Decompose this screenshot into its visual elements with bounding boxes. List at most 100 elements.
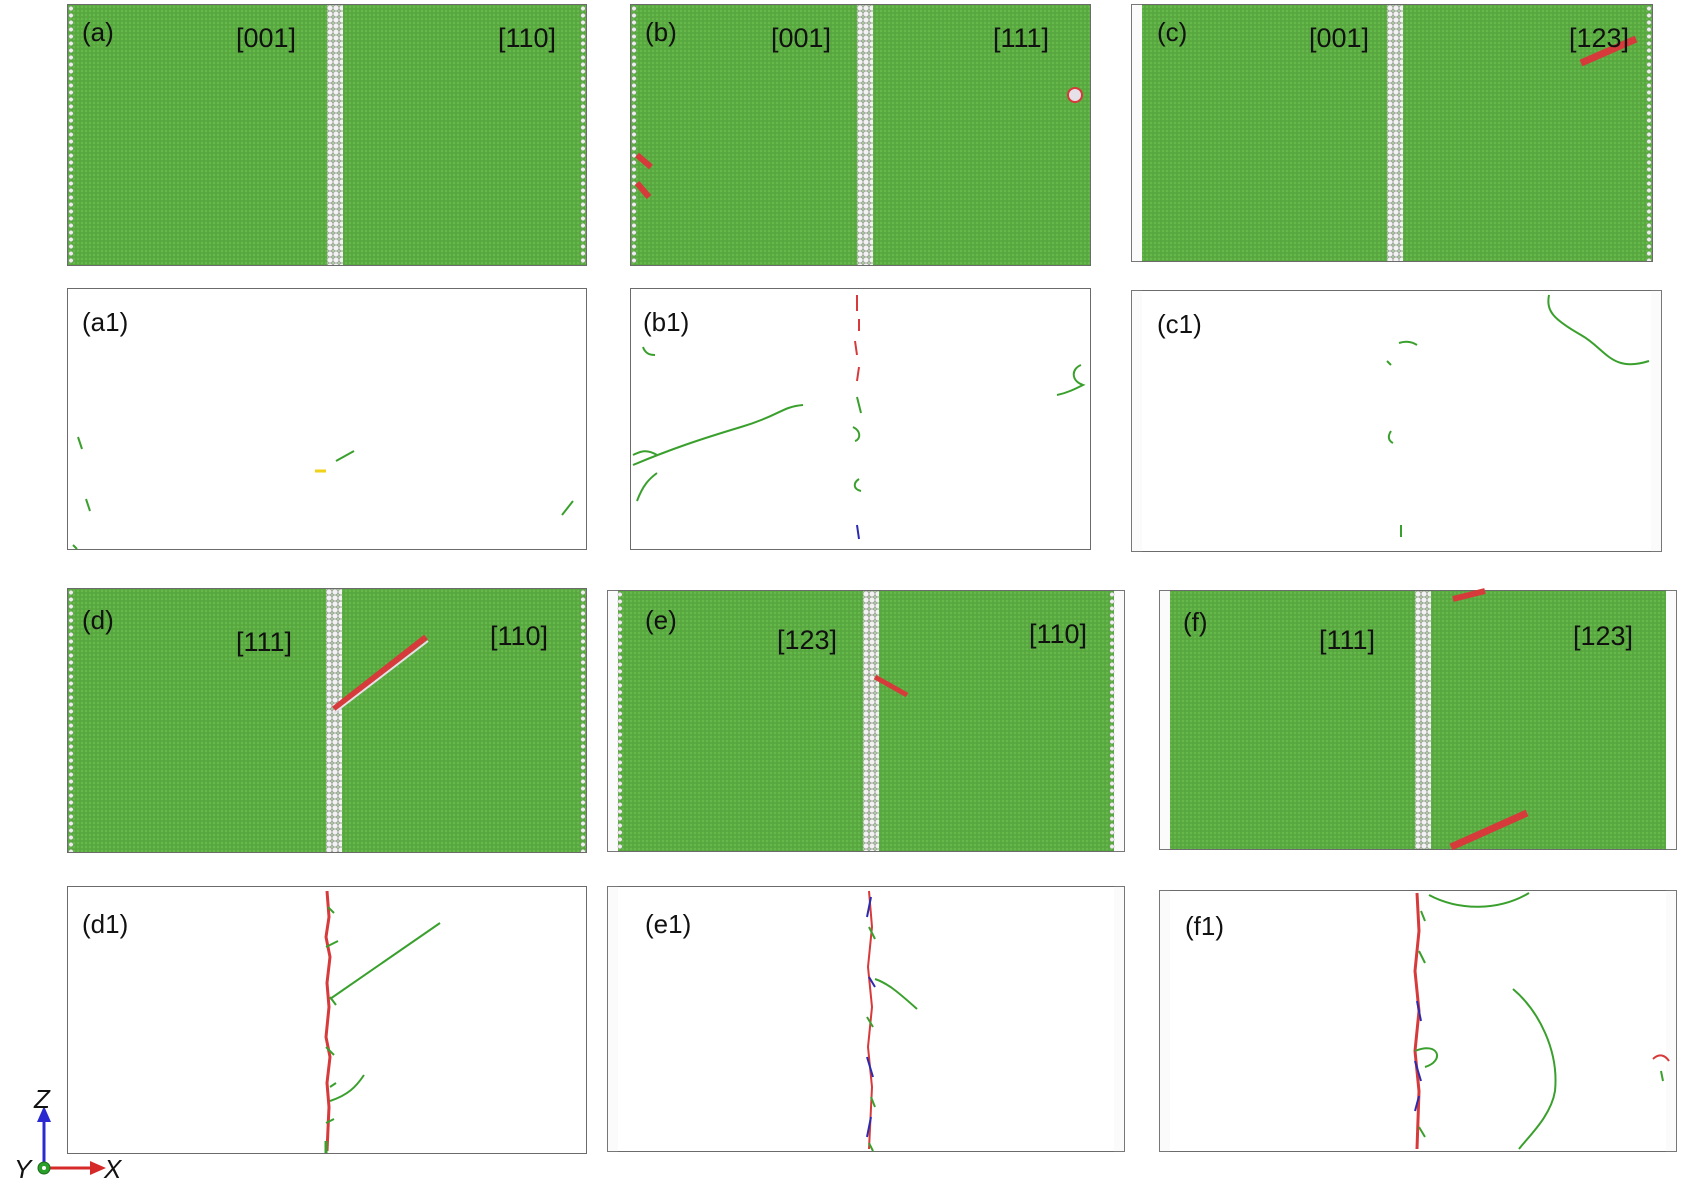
dislocation-line [561,500,574,516]
grain-boundary [327,5,343,265]
panel-f1: (f1) [1159,890,1677,1152]
axes-arrows [37,1106,106,1175]
box-edge-left [607,590,618,852]
x-axis-arrowhead [90,1161,106,1175]
box-edge-left [1131,290,1142,552]
dislocation-lines [1386,294,1650,537]
dislocation-lines [632,295,1086,540]
dislocation-line [636,472,658,502]
panel-label: (f1) [1185,911,1224,941]
x-axis-label: X [104,1154,122,1184]
dislocation-line [1512,988,1557,1150]
panel-f: (f) [111] [123] [1159,588,1677,851]
panel-a1: (a1) [67,288,587,550]
panel-label: (e1) [645,909,692,939]
dislocation-line [1414,1000,1422,1112]
panel-d: (d) [111] [110] [67,588,587,853]
panel-label: (a1) [82,307,129,337]
grain-boundary [1387,5,1403,261]
box-edge-right [1666,890,1677,1152]
left-grain-orientation: [111] [236,627,293,657]
dislocation-lines [72,436,574,550]
box-edge-right [1114,590,1125,852]
free-surface-right [580,589,586,852]
dislocation-line [1547,294,1650,366]
dislocation-line [329,1074,365,1102]
right-grain-orientation: [110] [498,23,557,53]
free-surface-right [580,5,586,265]
panel-d1: (d1) [67,886,587,1154]
stacking-fault [634,181,652,199]
panel-label: (a) [82,17,114,47]
z-axis-arrowhead [37,1106,51,1122]
left-grain-orientation: [111] [1319,625,1376,655]
dislocation-line [325,906,339,1124]
panel-label: (c1) [1157,309,1202,339]
dislocation-line [1414,910,1438,1138]
panel-b: (b) [001] [111] [630,4,1091,266]
right-grain-orientation: [111] [993,23,1050,53]
grain-boundary [1415,591,1431,849]
dislocation-line [632,404,804,466]
box-edge-left [1159,590,1170,850]
panel-label: (b) [645,17,677,47]
stacking-fault [332,634,428,712]
box-edge-left [607,886,618,1152]
dislocation-line [1387,430,1394,444]
dislocation-line [866,890,874,1150]
right-grain-orientation: [123] [1569,23,1630,53]
dislocation-line [72,544,78,550]
box-edge-right [1651,290,1662,552]
free-surface-left [631,5,637,265]
dislocation-line [866,896,876,1138]
stacking-fault [1452,588,1486,602]
dislocation-line [1660,1070,1664,1082]
left-grain-orientation: [001] [236,23,297,53]
defect-overlay [1449,588,1529,851]
dislocation-lines [866,890,918,1152]
dislocation-line [874,978,918,1010]
y-axis-origin-dot [42,1166,46,1170]
defect-overlay [873,674,909,698]
dislocation-lines [324,890,441,1153]
dislocation-lines [1413,892,1670,1150]
right-grain-orientation: [110] [1029,619,1088,649]
defect-cluster [1067,87,1083,103]
box-edge-left [1131,4,1142,262]
dislocation-line [854,295,860,382]
z-axis-label: Z [34,1084,50,1114]
stacking-fault [635,152,653,170]
panel-e1: (e1) [607,886,1125,1152]
free-surface-right [1646,5,1652,261]
box-edge-right [1666,590,1677,850]
box-edge-right [1114,886,1125,1152]
y-axis-label: Y [14,1154,32,1184]
dislocation-line [866,926,876,1152]
dislocation-line [632,450,658,456]
dislocation-line [77,436,83,450]
dislocation-line [1386,360,1392,366]
dislocation-line [1652,1054,1670,1062]
free-surface-left [68,5,74,265]
panel-label: (e) [645,605,677,635]
panel-label: (c) [1157,17,1188,47]
panel-c: (c) [001] [123] [1131,4,1653,262]
right-grain-orientation: [110] [490,621,549,651]
panel-e: (e) [123] [110] [607,590,1125,852]
grain-boundary [326,589,342,852]
free-surface-left [617,591,623,851]
panel-b1: (b1) [630,288,1091,550]
coordinate-axes: Z Y X [14,1084,128,1184]
left-grain-orientation: [001] [771,23,832,53]
panel-label: (f) [1183,607,1208,637]
box-edge-left [1159,890,1170,1152]
panel-label: (d) [82,605,114,635]
dislocation-line [85,498,91,512]
grain-boundary [863,591,879,851]
right-grain-orientation: [123] [1573,621,1634,651]
stacking-fault [1449,809,1529,851]
panel-a: (a) [001] [110] [67,4,587,266]
panel-label: (b1) [643,307,690,337]
stacking-fault [1579,35,1638,67]
dislocation-line [329,922,441,1000]
